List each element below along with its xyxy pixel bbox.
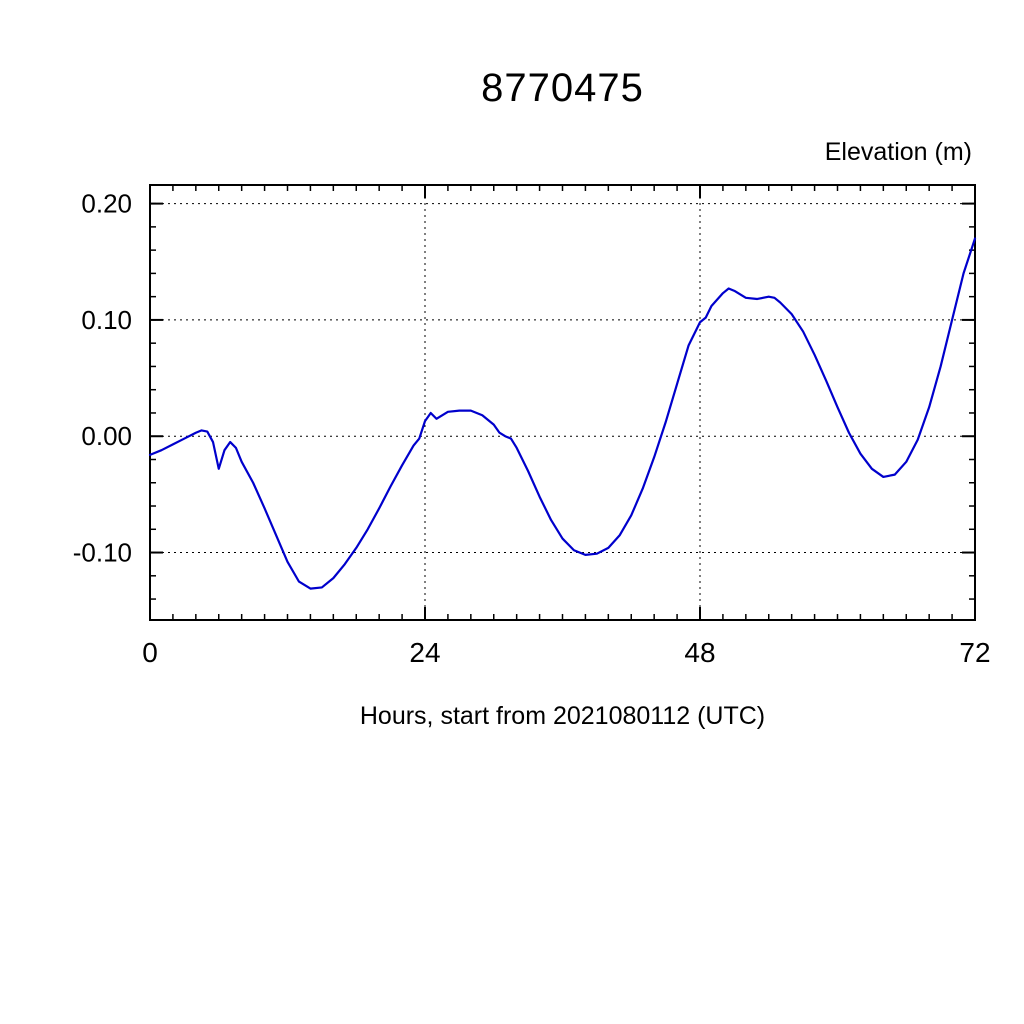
x-tick-label: 72	[959, 637, 990, 668]
elevation-line	[148, 237, 977, 590]
y-tick-label: 0.20	[81, 189, 132, 219]
plot-frame	[149, 184, 976, 621]
x-axis-title: Hours, start from 2021080112 (UTC)	[359, 702, 766, 730]
chart-title: 8770475	[481, 66, 644, 110]
x-tick-label: 0	[142, 637, 158, 668]
x-tick-label: 48	[684, 637, 715, 668]
y-tick-label: -0.10	[73, 538, 132, 568]
y-tick-label: 0.10	[81, 305, 132, 335]
x-tick-label: 24	[409, 637, 440, 668]
y-tick-label: 0.00	[81, 421, 132, 451]
y-axis-title: Elevation (m)	[824, 138, 972, 166]
